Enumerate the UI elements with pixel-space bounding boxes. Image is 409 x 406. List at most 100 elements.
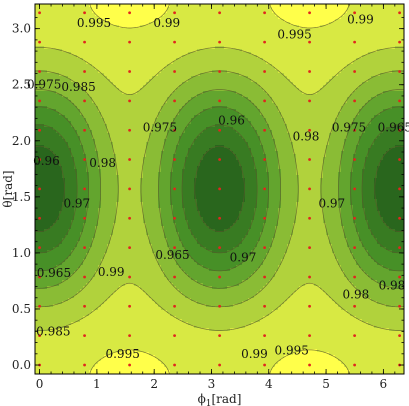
contour-band-cell: [56, 10, 60, 14]
contour-band-cell: [215, 7, 219, 11]
contour-band-cell: [152, 16, 156, 20]
contour-band-cell: [185, 7, 189, 11]
contour-band-cell: [290, 25, 294, 29]
contour-band-cell: [260, 19, 264, 23]
contour-band-cell: [209, 28, 213, 32]
contour-band-cell: [191, 4, 195, 8]
contour-band-cell: [356, 22, 360, 26]
contour-band-cell: [227, 28, 231, 32]
contour-band-cell: [71, 13, 75, 17]
contour-band-cell: [77, 25, 81, 29]
contour-band-cell: [56, 22, 60, 26]
contour-band-cell: [65, 25, 69, 29]
contour-band-cell: [233, 4, 237, 8]
contour-band-cell: [299, 13, 303, 17]
contour-band-cell: [47, 28, 51, 32]
contour-band-cell: [62, 25, 66, 29]
contour-band-cell: [131, 10, 135, 14]
contour-band-cell: [71, 4, 75, 8]
contour-band-cell: [299, 19, 303, 23]
contour-band-cell: [266, 31, 270, 35]
contour-band-cell: [308, 4, 312, 8]
contour-band-cell: [356, 31, 360, 35]
contour-band-cell: [341, 22, 345, 26]
contour-band-cell: [194, 31, 198, 35]
contour-band-cell: [65, 22, 69, 26]
contour-band-cell: [380, 10, 384, 14]
contour-band-cell: [215, 13, 219, 17]
contour-band-cell: [92, 7, 96, 11]
contour-band-cell: [215, 28, 219, 32]
contour-band-cell: [182, 16, 186, 20]
contour-band-cell: [197, 10, 201, 14]
contour-band-cell: [380, 25, 384, 29]
contour-band-cell: [296, 28, 300, 32]
contour-band-cell: [62, 31, 66, 35]
contour-band-cell: [200, 4, 204, 8]
contour-band-cell: [269, 25, 273, 29]
contour-band-cell: [248, 13, 252, 17]
contour-band-cell: [368, 19, 372, 23]
contour-band-cell: [41, 10, 45, 14]
contour-band-cell: [191, 13, 195, 17]
contour-band-cell: [221, 13, 225, 17]
contour-band-cell: [155, 22, 159, 26]
contour-band-cell: [80, 7, 84, 11]
contour-band-cell: [59, 25, 63, 29]
contour-band-cell: [356, 25, 360, 29]
contour-band-cell: [164, 31, 168, 35]
contour-band-cell: [80, 13, 84, 17]
contour-band-cell: [206, 31, 210, 35]
contour-band-cell: [155, 13, 159, 17]
contour-band-cell: [362, 7, 366, 11]
contour-band-cell: [212, 13, 216, 17]
contour-band-cell: [47, 16, 51, 20]
contour-band-cell: [290, 19, 294, 23]
contour-band-cell: [113, 22, 117, 26]
contour-band-cell: [332, 25, 336, 29]
contour-band-cell: [359, 25, 363, 29]
contour-band-cell: [161, 7, 165, 11]
contour-band-cell: [35, 10, 39, 14]
contour-band-cell: [242, 10, 246, 14]
contour-band-cell: [59, 22, 63, 26]
contour-band-cell: [284, 22, 288, 26]
contour-band-cell: [398, 28, 402, 32]
contour-band-cell: [152, 25, 156, 29]
contour-band-cell: [341, 10, 345, 14]
contour-band-cell: [95, 13, 99, 17]
contour-band-cell: [212, 19, 216, 23]
contour-band-cell: [332, 10, 336, 14]
contour-band-cell: [293, 28, 297, 32]
contour-band-cell: [164, 7, 168, 11]
contour-band-cell: [284, 28, 288, 32]
contour-band-cell: [389, 28, 393, 32]
contour-band-cell: [134, 13, 138, 17]
contour-band-cell: [47, 10, 51, 14]
contour-band-cell: [125, 4, 129, 8]
contour-band-cell: [233, 25, 237, 29]
contour-band-cell: [50, 10, 54, 14]
contour-band-cell: [200, 22, 204, 26]
contour-band-cell: [146, 10, 150, 14]
contour-band-cell: [152, 13, 156, 17]
contour-band-cell: [191, 10, 195, 14]
contour-band-cell: [146, 19, 150, 23]
contour-band-cell: [158, 28, 162, 32]
contour-band-cell: [341, 16, 345, 20]
contour-band-cell: [206, 13, 210, 17]
contour-band-cell: [125, 7, 129, 11]
contour-band-cell: [86, 31, 90, 35]
contour-band-cell: [44, 7, 48, 11]
contour-band-cell: [242, 31, 246, 35]
contour-band-cell: [179, 25, 183, 29]
contour-band-cell: [275, 7, 279, 11]
contour-band-cell: [104, 4, 108, 8]
contour-band-cell: [164, 28, 168, 32]
contour-band-cell: [302, 13, 306, 17]
contour-band-cell: [332, 22, 336, 26]
contour-band-cell: [383, 31, 387, 35]
contour-band-cell: [128, 19, 132, 23]
contour-band-cell: [155, 16, 159, 20]
